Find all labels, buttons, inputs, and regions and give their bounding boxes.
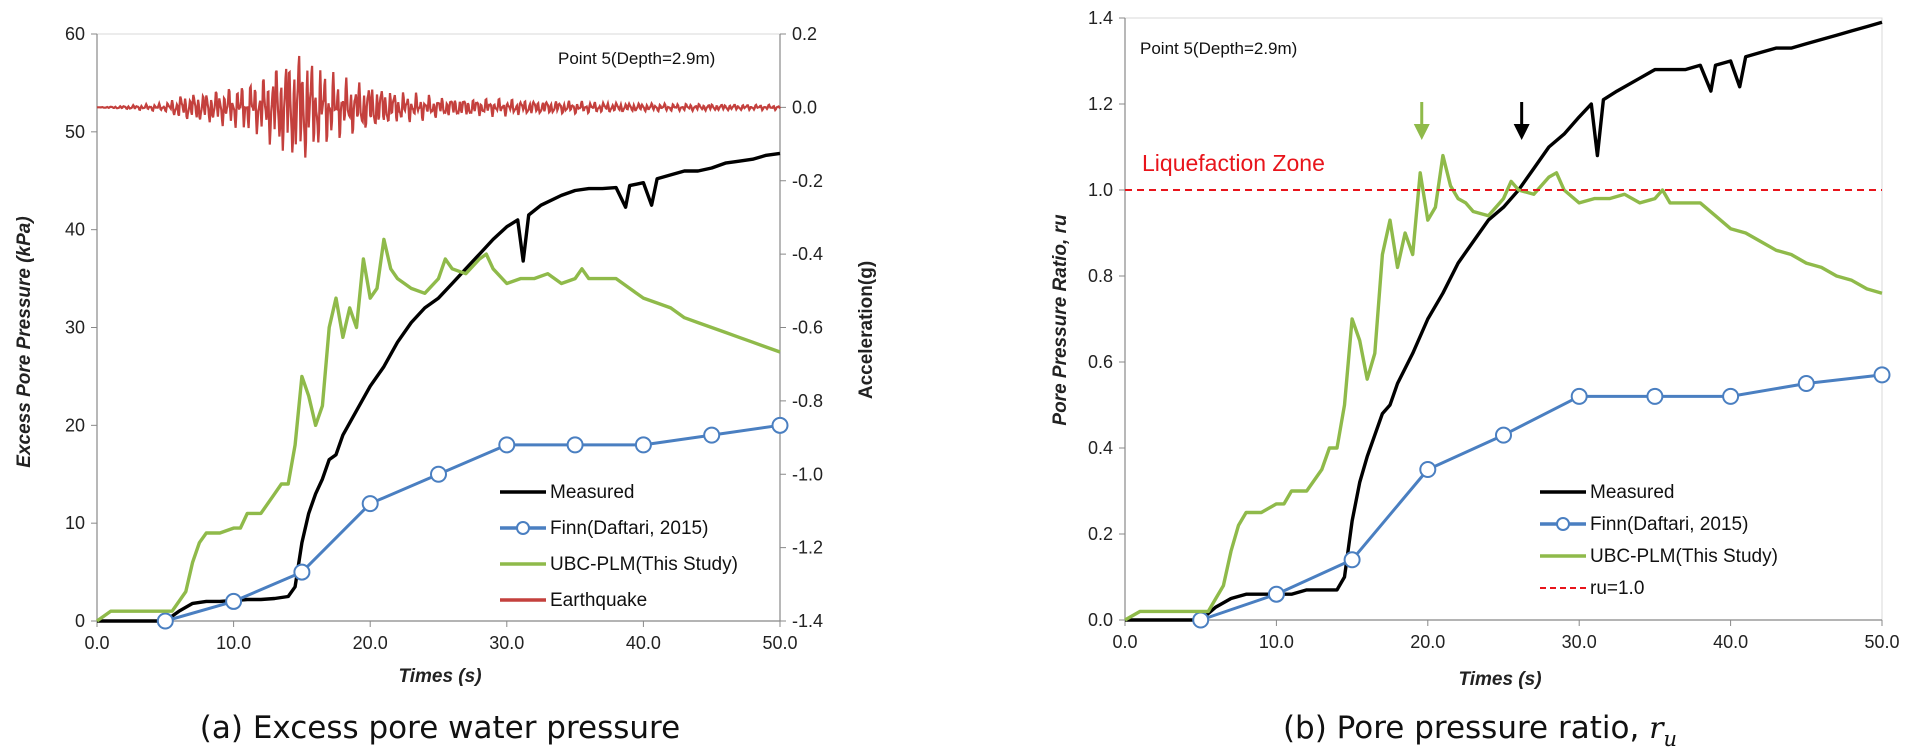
y-tick-label: 50 xyxy=(65,122,85,142)
series-finn-daftari-2015-point xyxy=(1722,387,1740,405)
legend-entry-label: Finn(Daftari, 2015) xyxy=(1590,514,1748,535)
y-tick-label: 0.0 xyxy=(1088,610,1113,630)
y2-tick-label: 0.0 xyxy=(792,97,817,117)
x-tick-label: 50.0 xyxy=(762,633,797,653)
panel-a-y2-axis-label: Acceleration(g) xyxy=(856,261,877,399)
series-measured-line xyxy=(1125,20,1883,622)
series-finn-daftari-2015-point xyxy=(1570,387,1588,405)
y2-tick-label: -1.4 xyxy=(792,611,823,631)
series-finn-daftari-2015-point xyxy=(771,416,789,434)
panel-a-y-axis-label: Excess Pore Pressure (kPa) xyxy=(14,216,35,467)
y2-tick-label: -1.2 xyxy=(792,538,823,558)
x-tick-label: 30.0 xyxy=(489,633,524,653)
y-tick-label: 0.4 xyxy=(1088,438,1113,458)
series-measured-line xyxy=(97,151,781,623)
panel-a-legend: Measured Finn(Daftari, 2015) UBC-PLM(This … xyxy=(500,482,738,611)
series-finn-daftari-2015-point xyxy=(566,436,584,454)
series-finn-daftari-2015-point xyxy=(1267,585,1285,603)
panel-b-chart: 0.0 10.0 20.0 30.0 40.0 50.0 0.0 0.2 0.4 0.6 0.8 1.… xyxy=(1050,8,1900,751)
panel-b-tick-labels: 0.0 10.0 20.0 30.0 40.0 50.0 0.0 0.2 0.4 0.6 0.8 1.… xyxy=(1088,8,1900,652)
series-ubc-plm-this-study-line xyxy=(96,237,781,623)
panel-a-caption: (a) Excess pore water pressure xyxy=(200,710,680,746)
indicator-arrow-head xyxy=(1413,124,1430,140)
y2-tick-label: 0.2 xyxy=(792,24,817,44)
x-tick-label: 40.0 xyxy=(626,633,661,653)
x-tick-label: 0.0 xyxy=(84,633,109,653)
panel-a-chart: 0.0 10.0 20.0 30.0 40.0 50.0 0 10 20 30 40 50 60 -1.4… xyxy=(14,24,877,746)
y-tick-label: 40 xyxy=(65,220,85,240)
series-finn-daftari-2015-line xyxy=(164,423,781,623)
y-tick-label: 0.8 xyxy=(1088,266,1113,286)
series-finn-daftari-2015-point xyxy=(293,563,311,581)
legend-entry-label: Earthquake xyxy=(550,590,647,611)
series-finn-daftari-2015-point xyxy=(1343,551,1361,569)
series-finn-daftari-2015-point xyxy=(1797,375,1815,392)
series-finn-daftari-2015-point xyxy=(430,465,447,483)
x-tick-label: 20.0 xyxy=(353,633,388,653)
series-finn-daftari-2015-line xyxy=(1200,373,1883,622)
panel-b-caption-symbol: ru xyxy=(1649,711,1677,751)
y2-tick-label: -0.4 xyxy=(792,244,823,264)
y2-tick-label: -0.8 xyxy=(792,391,823,411)
legend-entry-label: UBC-PLM(This Study) xyxy=(550,554,738,575)
panel-b-series xyxy=(1124,20,1891,629)
y2-tick-label: -1.0 xyxy=(792,464,823,484)
panel-b-annotation: Point 5(Depth=2.9m) xyxy=(1140,39,1297,58)
y-tick-label: 0.2 xyxy=(1088,524,1113,544)
x-tick-label: 10.0 xyxy=(216,633,251,653)
x-tick-label: 40.0 xyxy=(1713,632,1748,652)
series-ubc-plm-this-study-line xyxy=(1124,153,1883,622)
legend-entry-label: UBC-PLM(This Study) xyxy=(1590,546,1778,567)
series-finn-daftari-2015-point xyxy=(156,612,174,630)
x-tick-label: 20.0 xyxy=(1410,632,1445,652)
y-tick-label: 1.2 xyxy=(1088,94,1113,114)
x-tick-label: 0.0 xyxy=(1112,632,1137,652)
y-tick-label: 60 xyxy=(65,24,85,44)
series-earthquake-line xyxy=(96,55,781,158)
panel-a-annotation: Point 5(Depth=2.9m) xyxy=(558,49,715,68)
panel-a-series xyxy=(96,55,789,630)
x-tick-label: 50.0 xyxy=(1864,632,1899,652)
panel-b-caption: (b) Pore pressure ratio, ru xyxy=(1283,710,1677,751)
series-finn-daftari-2015-point xyxy=(225,592,243,610)
x-tick-label: 30.0 xyxy=(1562,632,1597,652)
series-finn-daftari-2015-point xyxy=(634,436,652,454)
panel-a-axes xyxy=(91,33,786,627)
indicator-arrow-head xyxy=(1513,124,1530,140)
series-finn-daftari-2015-point xyxy=(498,436,516,454)
legend-marker xyxy=(1556,517,1570,531)
x-tick-label: 10.0 xyxy=(1259,632,1294,652)
liquefaction-zone-label: Liquefaction Zone xyxy=(1142,150,1325,176)
panel-b-y-axis-label: Pore Pressure Ratio, ru xyxy=(1050,214,1071,426)
panel-b-x-axis-label: Times (s) xyxy=(1458,669,1541,690)
legend-marker xyxy=(516,521,530,535)
legend-entry-label: ru=1.0 xyxy=(1590,578,1644,599)
panel-a-tick-labels: 0.0 10.0 20.0 30.0 40.0 50.0 0 10 20 30 40 50 60 -1.4… xyxy=(65,24,823,653)
y-tick-label: 10 xyxy=(65,513,85,533)
series-finn-daftari-2015-point xyxy=(1646,387,1664,405)
panel-b-axes xyxy=(1119,17,1883,626)
series-finn-daftari-2015-point xyxy=(361,495,379,513)
y-tick-label: 20 xyxy=(65,415,85,435)
y-tick-label: 30 xyxy=(65,318,85,338)
y-tick-label: 0 xyxy=(75,611,85,631)
y2-tick-label: -0.2 xyxy=(792,171,823,191)
y2-tick-label: -0.6 xyxy=(792,318,823,338)
series-finn-daftari-2015-point xyxy=(703,426,721,444)
series-finn-daftari-2015-point xyxy=(1873,366,1891,384)
series-finn-daftari-2015-point xyxy=(1192,611,1210,629)
y-tick-label: 1.4 xyxy=(1088,8,1113,28)
series-finn-daftari-2015-point xyxy=(1419,461,1437,478)
legend-entry-label: Measured xyxy=(550,482,635,503)
series-finn-daftari-2015-point xyxy=(1495,426,1512,444)
y-tick-label: 0.6 xyxy=(1088,352,1113,372)
y-tick-label: 1.0 xyxy=(1088,180,1113,200)
panel-b-caption-text: (b) Pore pressure ratio, xyxy=(1283,710,1649,746)
panel-b-legend: Measured Finn(Daftari, 2015) UBC-PLM(This … xyxy=(1540,482,1778,599)
panel-a-x-axis-label: Times (s) xyxy=(398,666,481,687)
legend-entry-label: Measured xyxy=(1590,482,1675,503)
legend-entry-label: Finn(Daftari, 2015) xyxy=(550,518,708,539)
